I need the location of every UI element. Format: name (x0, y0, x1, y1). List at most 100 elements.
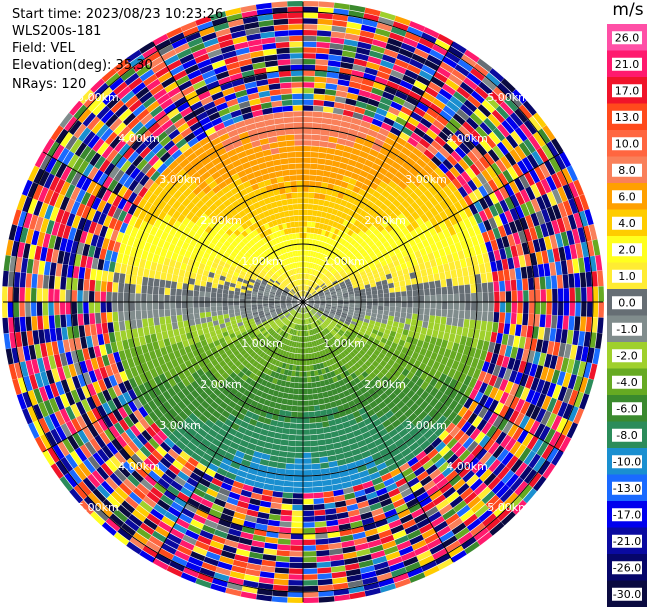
velocity-gate (244, 345, 252, 353)
velocity-gate (323, 289, 329, 293)
velocity-gate (392, 529, 407, 540)
velocity-gate (219, 360, 227, 368)
velocity-gate (483, 472, 497, 486)
velocity-gate (249, 437, 259, 445)
velocity-gate (485, 494, 500, 509)
velocity-gate (439, 200, 449, 211)
velocity-gate (405, 232, 413, 241)
velocity-gate (414, 345, 422, 354)
velocity-gate (401, 296, 407, 302)
velocity-gate (77, 313, 84, 326)
velocity-gate (330, 330, 336, 336)
velocity-gate (432, 411, 443, 422)
velocity-gate (403, 341, 411, 349)
velocity-gate (566, 259, 574, 274)
velocity-gate (69, 488, 84, 504)
velocity-gate (350, 342, 357, 349)
velocity-gate (346, 503, 359, 512)
velocity-gate (2, 317, 9, 334)
velocity-gate (335, 333, 342, 339)
velocity-gate (387, 194, 396, 203)
velocity-gate (463, 218, 472, 229)
velocity-gate (271, 395, 278, 403)
velocity-gate (193, 260, 201, 268)
velocity-gate (23, 375, 33, 392)
velocity-gate (472, 368, 482, 380)
velocity-gate (359, 248, 366, 255)
velocity-gate (423, 112, 436, 124)
velocity-gate (90, 511, 106, 526)
velocity-gate (141, 310, 148, 319)
velocity-gate (319, 305, 326, 308)
velocity-gate (252, 367, 259, 375)
velocity-gate (430, 76, 445, 88)
velocity-gate (344, 340, 350, 347)
velocity-gate (197, 268, 204, 275)
velocity-gate (312, 283, 317, 288)
velocity-gate (309, 317, 313, 324)
velocity-gate (395, 296, 402, 302)
velocity-gate (162, 380, 172, 391)
velocity-gate (99, 431, 111, 445)
velocity-gate (389, 32, 405, 42)
velocity-gate (85, 232, 94, 245)
velocity-gate (540, 178, 552, 194)
velocity-gate (384, 137, 396, 147)
velocity-gate (407, 296, 413, 302)
velocity-gate (313, 334, 318, 340)
velocity-gate (224, 335, 231, 342)
velocity-gate (508, 370, 518, 383)
velocity-gate (487, 476, 501, 491)
velocity-gate (411, 244, 419, 253)
velocity-gate (245, 293, 252, 297)
velocity-gate (273, 325, 279, 331)
velocity-gate (336, 210, 343, 218)
velocity-gate (31, 288, 37, 302)
velocity-gate (352, 339, 359, 346)
velocity-gate (328, 542, 342, 550)
velocity-gate (308, 302, 314, 305)
velocity-gate (579, 393, 590, 410)
velocity-gate (352, 64, 366, 73)
velocity-gate (356, 548, 371, 557)
velocity-gate (552, 189, 563, 205)
velocity-gate (340, 384, 348, 392)
velocity-gate (346, 283, 353, 288)
velocity-gate (338, 523, 352, 531)
velocity-gate (244, 322, 250, 328)
velocity-gate (348, 309, 354, 313)
velocity-gate (312, 204, 319, 211)
velocity-gate (443, 196, 454, 208)
velocity-gate (405, 561, 421, 573)
velocity-gate (454, 130, 467, 142)
velocity-gate (241, 374, 249, 382)
velocity-gate (165, 361, 174, 371)
velocity-gate (284, 333, 289, 339)
velocity-gate (524, 417, 535, 432)
velocity-gate (348, 325, 355, 331)
velocity-gate (81, 412, 92, 427)
velocity-gate (303, 504, 314, 511)
velocity-gate (453, 212, 463, 223)
velocity-gate (318, 291, 324, 295)
velocity-gate (244, 574, 260, 583)
velocity-gate (384, 363, 392, 371)
velocity-gate (426, 107, 439, 119)
velocity-gate (331, 565, 346, 573)
velocity-gate (226, 497, 239, 506)
velocity-gate (321, 479, 332, 486)
velocity-gate (331, 298, 338, 301)
velocity-gate (297, 353, 301, 360)
velocity-gate (246, 473, 257, 481)
velocity-gate (371, 254, 378, 262)
velocity-gate (27, 406, 39, 423)
velocity-gate (421, 560, 437, 572)
velocity-gate (463, 453, 475, 466)
velocity-gate (285, 469, 295, 476)
velocity-gate (416, 42, 432, 54)
velocity-gate (235, 450, 245, 459)
velocity-gate (132, 355, 141, 367)
velocity-gate (324, 89, 337, 96)
velocity-gate (356, 245, 363, 252)
velocity-gate (139, 335, 147, 346)
